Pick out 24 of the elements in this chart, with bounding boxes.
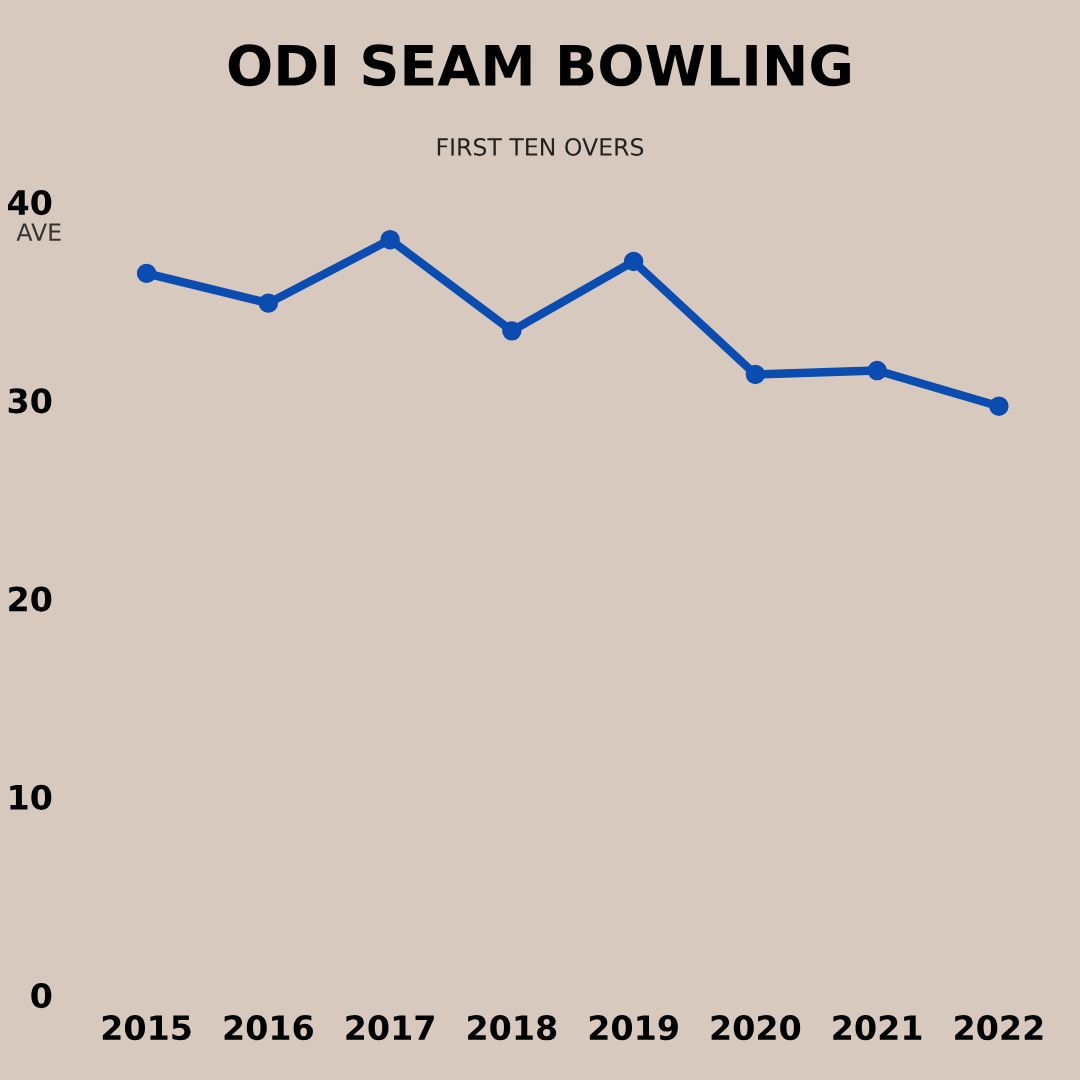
x-tick-label: 2017 bbox=[346, 1015, 434, 1041]
x-tick-label: 2016 bbox=[224, 1015, 313, 1041]
x-tick-label: 2021 bbox=[833, 1015, 922, 1041]
y-axis-title: AVE bbox=[16, 223, 61, 241]
x-tick-label: 2019 bbox=[589, 1015, 678, 1041]
point bbox=[380, 229, 400, 250]
chart-subtitle: FIRST TEN OVERS bbox=[437, 138, 644, 156]
point bbox=[136, 263, 157, 284]
point bbox=[623, 251, 644, 272]
x-tick-label: 2015 bbox=[102, 1015, 191, 1041]
x-tick-label: 2020 bbox=[711, 1015, 801, 1041]
point bbox=[502, 321, 522, 341]
y-tick-label: 20 bbox=[9, 586, 52, 612]
chart-title: ODI SEAM BOWLING bbox=[228, 44, 850, 87]
y-tick-label: 40 bbox=[8, 189, 52, 216]
x-tick-label: 2022 bbox=[955, 1015, 1043, 1041]
point bbox=[989, 396, 1009, 416]
point bbox=[745, 364, 766, 385]
y-tick-label: 10 bbox=[10, 784, 52, 810]
y-tick-label: 30 bbox=[8, 388, 52, 414]
x-tick-label: 2018 bbox=[468, 1015, 557, 1041]
y-tick-label: 0 bbox=[31, 982, 52, 1009]
point bbox=[258, 293, 279, 313]
point bbox=[867, 360, 887, 381]
